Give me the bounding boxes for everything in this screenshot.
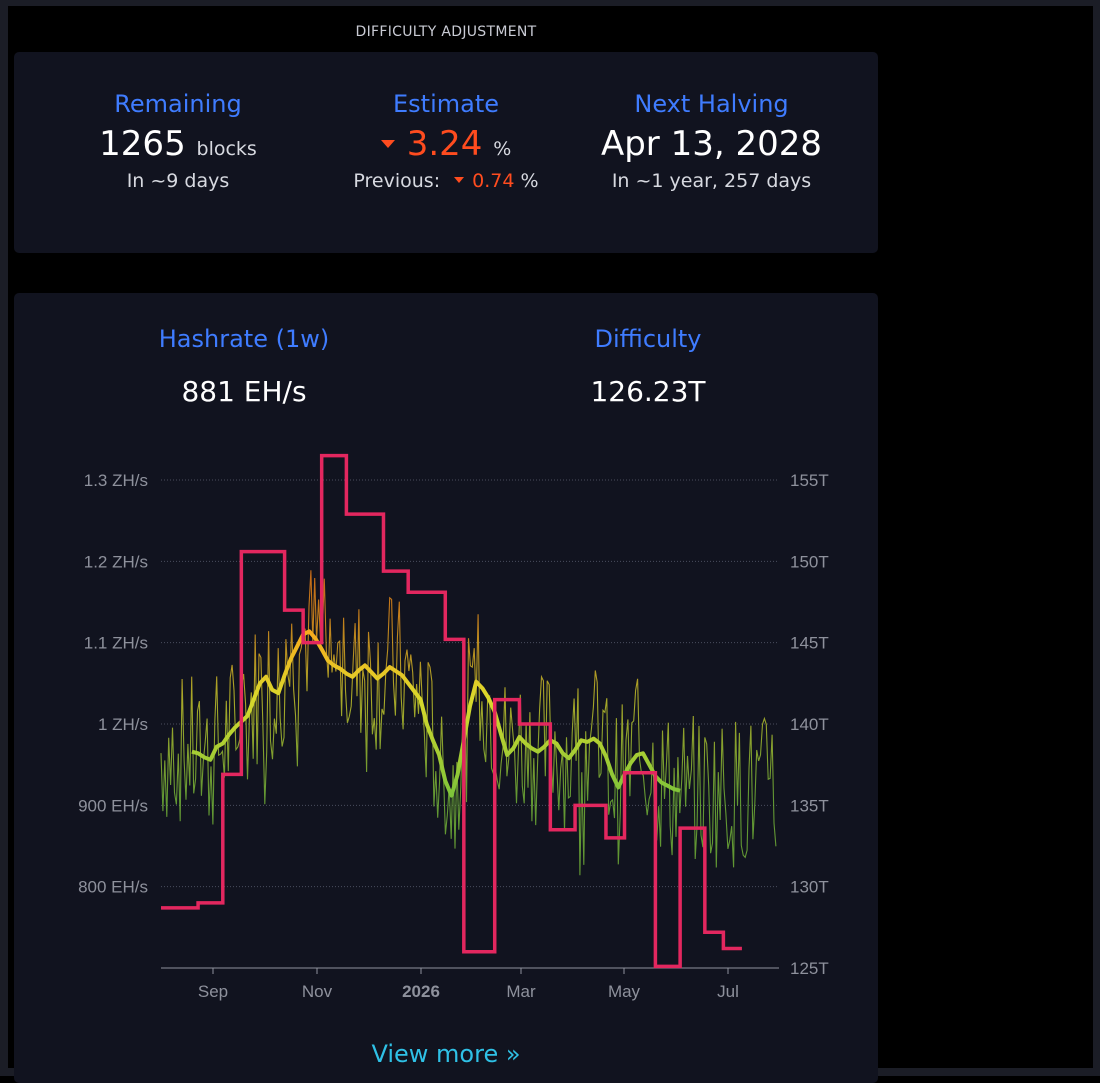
previous-estimate: Previous: 0.74 %: [326, 170, 566, 192]
remaining-time: In ~9 days: [126, 170, 230, 192]
hashrate-difficulty-chart: 800 EH/s 900 EH/s 1 ZH/s 1.1 ZH/s 1.2 ZH/s 1.…: [78, 453, 829, 1001]
estimate-stat: Estimate 3.24 % Previous: 0.74 %: [326, 90, 566, 192]
y-right-tick-label: 125T: [790, 959, 829, 978]
hashrate-raw-line: [160, 570, 777, 876]
remaining-unit: blocks: [196, 138, 257, 160]
y-right-tick-label: 145T: [790, 634, 829, 653]
window-frame-right: [1093, 0, 1100, 1076]
y-left-tick-label: 1.3 ZH/s: [84, 471, 148, 490]
section-title: DIFFICULTY ADJUSTMENT: [355, 24, 537, 40]
x-tick-label: Mar: [506, 982, 536, 1001]
down-triangle-small-icon: [454, 176, 465, 183]
y-left-tick-label: 1.1 ZH/s: [84, 634, 148, 653]
x-tick-label: May: [608, 982, 641, 1001]
view-more-link[interactable]: View more »: [371, 1040, 521, 1068]
y-right-tick-label: 135T: [790, 796, 829, 815]
next-halving-stat: Next Halving Apr 13, 2028 In ~1 year, 25…: [584, 90, 839, 192]
remaining-label: Remaining: [114, 90, 242, 118]
difficulty-step-line: [161, 453, 742, 969]
estimate-value: 3.24: [406, 124, 483, 164]
y-left-tick-label: 1 ZH/s: [98, 715, 148, 734]
window-frame-left: [0, 0, 8, 1076]
estimate-label: Estimate: [392, 90, 499, 118]
difficulty-value: 126.23T: [590, 375, 706, 408]
x-tick-label: Jul: [717, 982, 739, 1001]
y-left-tick-label: 900 EH/s: [78, 796, 148, 815]
estimate-value-line: 3.24 %: [326, 124, 566, 164]
hashrate-value: 881 EH/s: [181, 375, 307, 408]
y-left-tick-label: 1.2 ZH/s: [84, 552, 148, 571]
remaining-value-line: 1265 blocks: [58, 124, 298, 164]
difficulty-label: Difficulty: [594, 325, 702, 353]
previous-label: Previous:: [353, 170, 441, 192]
estimate-unit: %: [493, 138, 512, 160]
difficulty-adjustment-card: Remaining 1265 blocks In ~9 days Estimat…: [14, 52, 878, 253]
previous-unit: %: [520, 170, 539, 192]
y-right-tick-label: 155T: [790, 471, 829, 490]
x-tick-label: 2026: [402, 982, 440, 1001]
window-frame-top: [0, 0, 1100, 6]
previous-value: 0.74: [472, 170, 515, 192]
down-triangle-icon: [380, 139, 395, 148]
hashrate-average-line: [191, 629, 681, 798]
y-right-tick-label: 150T: [790, 552, 829, 571]
next-halving-label: Next Halving: [634, 90, 789, 118]
y-left-tick-label: 800 EH/s: [78, 878, 148, 897]
x-tick-label: Nov: [302, 982, 333, 1001]
hashrate-label: Hashrate (1w): [158, 325, 330, 353]
remaining-value: 1265: [99, 124, 186, 164]
remaining-stat: Remaining 1265 blocks In ~9 days: [58, 90, 298, 192]
hashrate-card: Hashrate (1w) 881 EH/s Difficulty 126.23…: [14, 293, 878, 1083]
next-halving-time: In ~1 year, 257 days: [611, 170, 812, 192]
y-right-tick-label: 140T: [790, 715, 829, 734]
x-tick-label: Sep: [198, 982, 228, 1001]
y-right-tick-label: 130T: [790, 878, 829, 897]
next-halving-date: Apr 13, 2028: [600, 124, 823, 164]
